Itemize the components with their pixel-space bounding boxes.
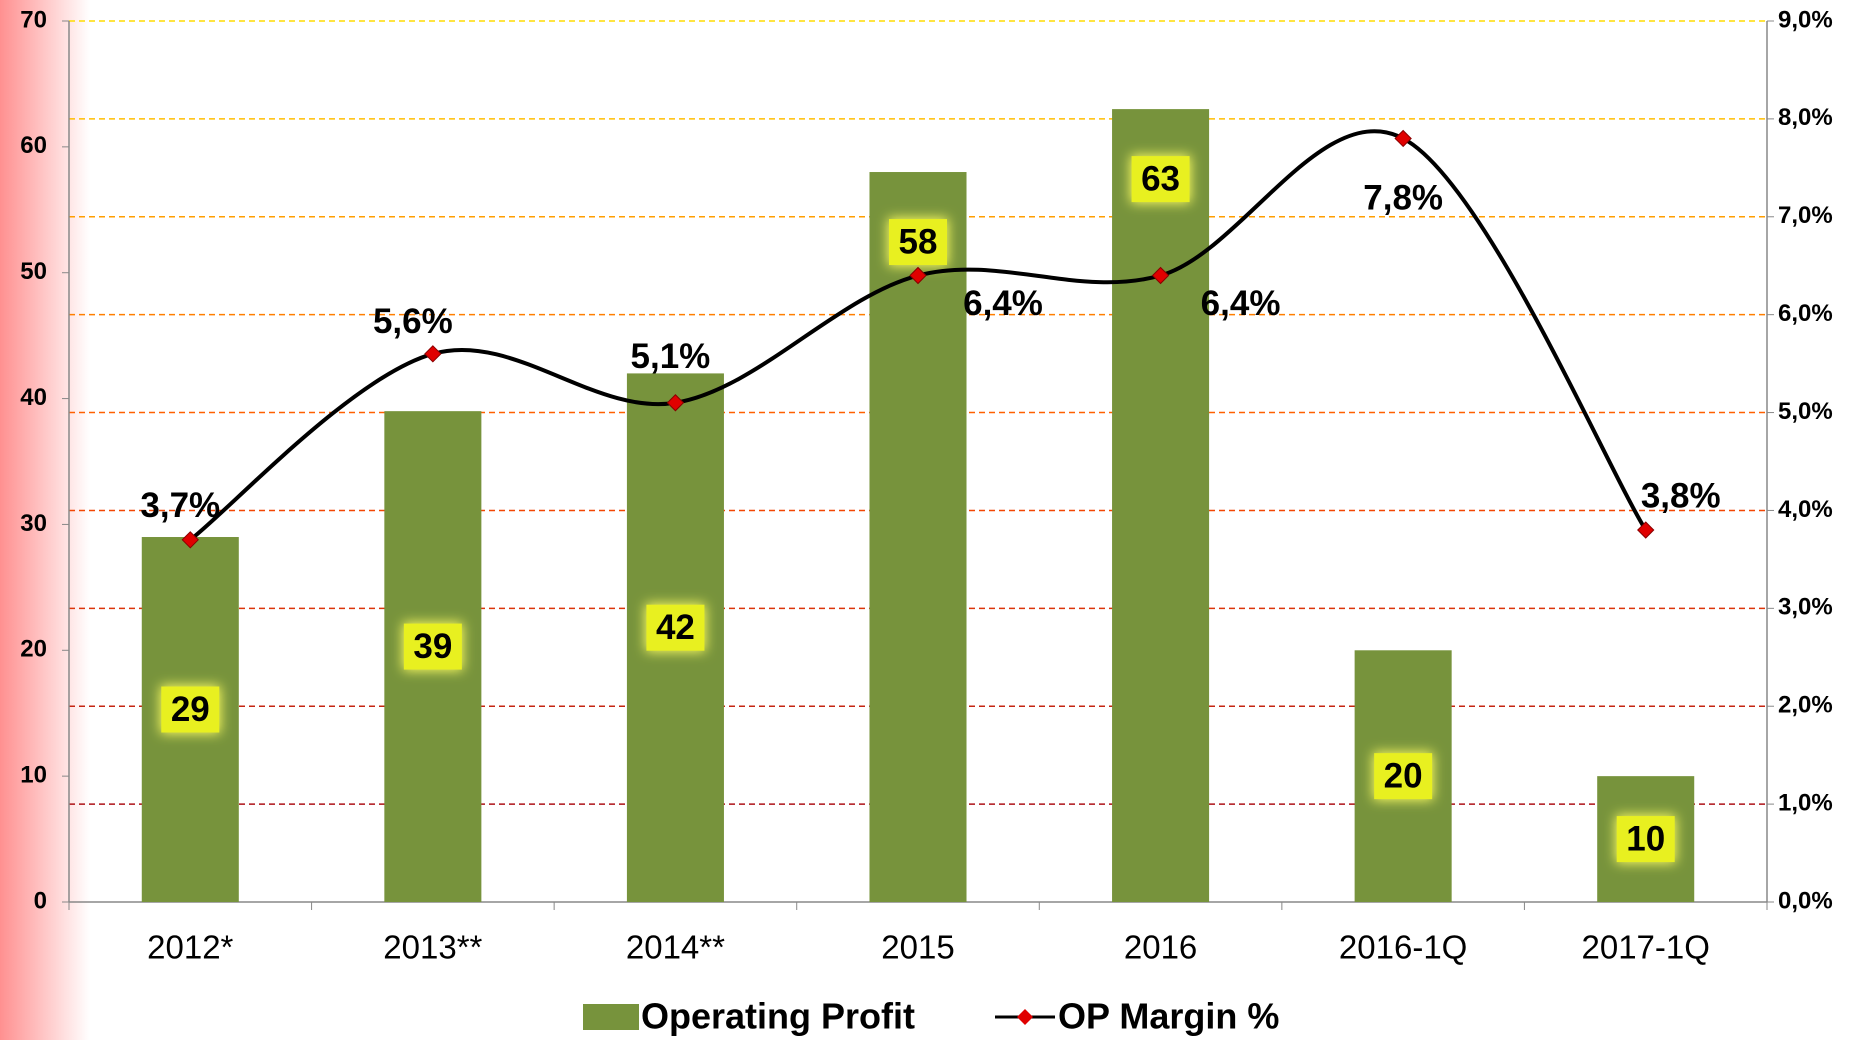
line-label: 6,4%	[963, 284, 1043, 323]
label-box	[161, 686, 220, 733]
bar-label: 63	[1141, 159, 1180, 198]
y2-tick-label: 9,0%	[1778, 6, 1833, 33]
y-tick-label: 60	[20, 132, 47, 159]
line-label: 5,6%	[373, 302, 453, 341]
label-box	[1616, 816, 1675, 863]
y2-tick-label: 7,0%	[1778, 202, 1833, 229]
label-box	[889, 219, 947, 266]
y-tick-label: 10	[20, 761, 47, 788]
y-tick-label: 20	[20, 636, 47, 663]
x-tick-label: 2016-1Q	[1339, 929, 1467, 966]
y-tick-label: 30	[20, 510, 47, 537]
line-label: 6,4%	[1201, 284, 1281, 323]
y2-tick-label: 6,0%	[1778, 300, 1833, 327]
legend-swatch	[583, 1004, 639, 1030]
label-box	[646, 604, 705, 651]
marker	[666, 394, 685, 412]
y2-tick-label: 8,0%	[1778, 104, 1833, 131]
legend-label: OP Margin %	[1058, 996, 1279, 1037]
y2-tick-label: 4,0%	[1778, 496, 1833, 523]
line-label: 3,7%	[140, 486, 220, 525]
y-tick-label: 0	[34, 887, 47, 914]
bar-label: 42	[656, 608, 695, 647]
marker	[1637, 521, 1655, 539]
line-label: 3,8%	[1641, 476, 1721, 515]
x-tick-label: 2015	[881, 929, 954, 966]
label-box	[403, 623, 462, 670]
legend-label: Operating Profit	[641, 996, 915, 1037]
x-tick-label: 2013**	[383, 929, 482, 966]
bar-label: 58	[899, 222, 938, 261]
line-label: 7,8%	[1363, 179, 1443, 218]
bar	[1112, 109, 1210, 903]
marker	[1394, 129, 1412, 148]
x-tick-label: 2017-1Q	[1581, 929, 1709, 966]
bar-label: 10	[1626, 819, 1665, 858]
bar-label: 20	[1384, 756, 1423, 795]
bar-label: 29	[171, 690, 210, 729]
y-tick-label: 40	[20, 384, 47, 411]
x-tick-label: 2016	[1124, 929, 1197, 966]
y2-tick-label: 0,0%	[1778, 887, 1833, 914]
y2-tick-label: 1,0%	[1778, 789, 1833, 816]
marker	[1151, 266, 1170, 285]
y-tick-label: 50	[20, 258, 47, 285]
edge-background	[0, 0, 90, 1040]
y2-tick-label: 3,0%	[1778, 594, 1833, 621]
marker	[181, 531, 199, 549]
label-box	[1131, 156, 1190, 203]
y2-tick-label: 2,0%	[1778, 692, 1833, 719]
bar-label: 39	[413, 627, 452, 666]
y-tick-label: 70	[20, 6, 47, 33]
x-tick-label: 2012*	[147, 929, 233, 966]
bar	[869, 172, 967, 902]
legend-marker	[1017, 1009, 1033, 1025]
y2-tick-label: 5,0%	[1778, 398, 1833, 425]
label-box	[1374, 753, 1433, 800]
line-label: 5,1%	[631, 337, 711, 376]
marker	[909, 266, 927, 285]
x-tick-label: 2014**	[626, 929, 725, 966]
marker	[424, 345, 442, 363]
